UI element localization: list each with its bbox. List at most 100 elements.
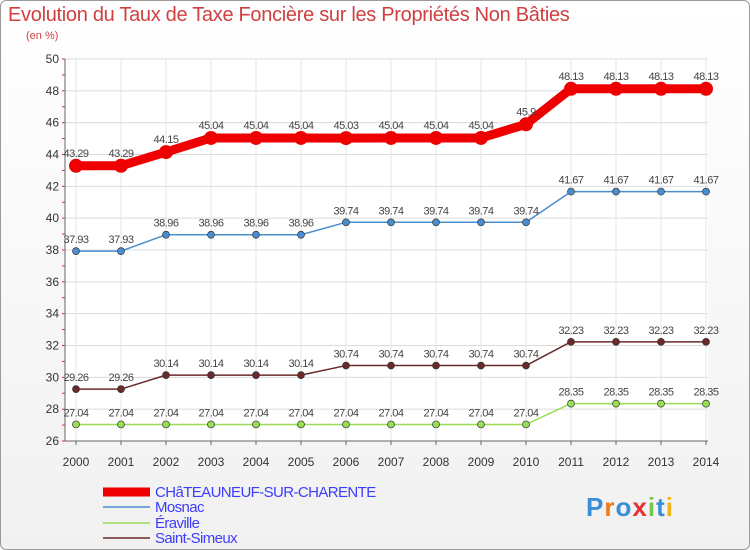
data-point: [69, 158, 83, 173]
data-point: [342, 420, 350, 429]
data-label: 38.96: [243, 218, 268, 230]
legend-label: Saint-Simeux: [155, 530, 238, 547]
data-point: [429, 130, 443, 145]
data-point: [612, 187, 620, 196]
series-3: 27.04 27.04 27.04 27.04 27.04 27.04 27.04 27.04…: [63, 387, 719, 429]
data-point: [522, 361, 530, 370]
data-label: 30.74: [333, 349, 358, 361]
data-point: [522, 218, 530, 227]
data-label: 45.04: [243, 120, 268, 132]
data-label: 37.93: [63, 234, 88, 246]
data-label: 45.03: [333, 120, 358, 132]
logo-letter: i: [665, 492, 674, 522]
data-label: 43.29: [108, 148, 133, 160]
x-tick-label: 2011: [558, 455, 584, 469]
data-point: [387, 420, 395, 429]
legend-item: Saint-Simeux: [103, 530, 239, 547]
data-point: [432, 420, 440, 429]
data-point: [339, 131, 353, 146]
data-label: 27.04: [513, 407, 538, 419]
legend-label: Éraville: [155, 515, 200, 532]
data-point: [342, 361, 350, 370]
proxiti-logo: Proxiti: [586, 492, 674, 523]
data-point: [567, 399, 575, 408]
logo-letter: r: [604, 492, 616, 522]
data-label: 27.04: [378, 407, 403, 419]
data-label: 30.74: [423, 349, 448, 361]
data-label: 45.04: [198, 120, 223, 132]
data-point: [474, 130, 488, 145]
data-label: 30.14: [288, 358, 313, 370]
data-point: [72, 385, 80, 393]
x-tick-label: 2007: [378, 455, 405, 469]
y-tick-label: 34: [46, 307, 60, 321]
y-axis-unit: (en %): [26, 30, 59, 42]
data-point: [432, 361, 440, 370]
data-point: [204, 130, 218, 145]
data-point: [522, 420, 530, 429]
data-label: 45.9: [516, 106, 536, 118]
x-tick-label: 2008: [423, 455, 450, 469]
data-point: [654, 81, 668, 96]
data-label: 45.04: [378, 120, 403, 132]
data-point: [609, 81, 623, 96]
y-tick-label: 38: [46, 243, 60, 257]
data-point: [384, 130, 398, 145]
data-label: 27.04: [333, 407, 358, 419]
data-point: [207, 230, 215, 239]
data-point: [207, 420, 215, 429]
data-point: [249, 130, 263, 145]
data-label: 28.35: [648, 387, 673, 399]
chart-title: Evolution du Taux de Taxe Foncière sur l…: [8, 4, 570, 26]
y-tick-label: 46: [46, 116, 60, 130]
series-4: 29.26 29.26 30.14 30.14 30.14 30.14 30.74 30.74…: [63, 325, 719, 393]
data-point: [702, 399, 710, 408]
data-label: 30.74: [468, 349, 493, 361]
data-point: [252, 371, 260, 379]
y-tick-label: 40: [46, 211, 60, 225]
data-label: 45.04: [288, 120, 313, 132]
data-point: [72, 247, 80, 255]
data-label: 41.67: [603, 175, 628, 187]
data-point: [612, 399, 620, 408]
legend-item: CHâTEAUNEUF-SUR-CHARENTE: [103, 484, 377, 501]
data-point: [114, 158, 128, 173]
data-point: [207, 371, 215, 379]
data-label: 41.67: [558, 175, 583, 187]
data-label: 39.74: [468, 205, 493, 217]
data-point: [162, 371, 170, 379]
data-label: 38.96: [153, 218, 178, 230]
data-label: 32.23: [603, 325, 628, 337]
data-label: 28.35: [558, 387, 583, 399]
data-point: [564, 81, 578, 96]
data-label: 37.93: [108, 234, 133, 246]
y-tick-label: 30: [46, 370, 60, 384]
y-tick-label: 50: [46, 52, 60, 66]
x-tick-label: 2001: [108, 455, 135, 469]
data-label: 48.13: [693, 71, 718, 83]
data-label: 41.67: [693, 175, 718, 187]
data-point: [567, 337, 575, 346]
data-point: [612, 337, 620, 346]
data-label: 43.29: [63, 148, 88, 160]
data-point: [657, 399, 665, 408]
data-point: [159, 145, 173, 160]
x-tick-label: 2012: [603, 455, 630, 469]
data-label: 30.14: [243, 358, 268, 370]
data-point: [477, 218, 485, 227]
data-label: 32.23: [693, 325, 718, 337]
logo-letter: o: [615, 492, 633, 522]
y-tick-label: 32: [46, 339, 60, 353]
x-tick-label: 2000: [63, 455, 90, 469]
data-point: [387, 218, 395, 227]
data-point: [162, 420, 170, 429]
data-point: [702, 337, 710, 346]
legend-item: Mosnac: [103, 499, 206, 516]
data-label: 27.04: [108, 407, 133, 419]
data-point: [72, 420, 80, 429]
data-label: 48.13: [648, 71, 673, 83]
legend-label: CHâTEAUNEUF-SUR-CHARENTE: [155, 484, 376, 501]
data-point: [477, 361, 485, 370]
logo-letter: P: [586, 492, 605, 522]
